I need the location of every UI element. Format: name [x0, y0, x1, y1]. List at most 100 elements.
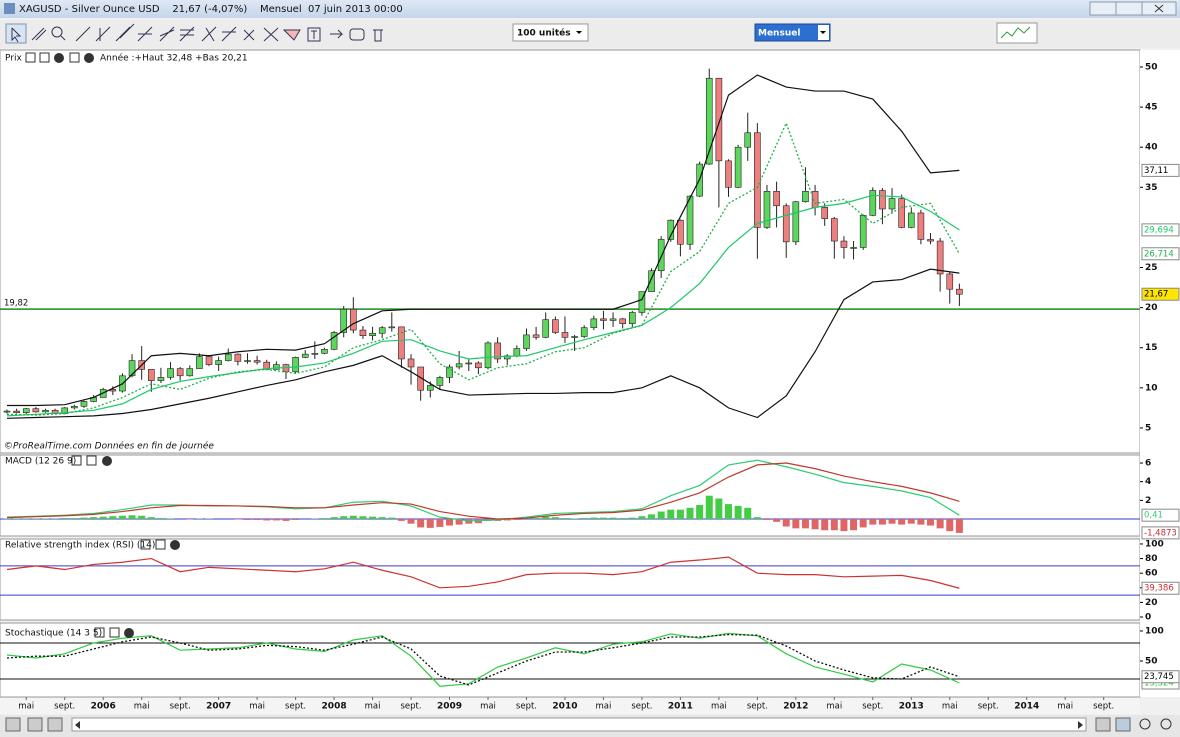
histogram-bar: [138, 515, 146, 520]
zoom-out[interactable]: [1139, 718, 1151, 730]
candle-body: [301, 353, 309, 358]
zoom-in[interactable]: [1160, 718, 1172, 730]
pointer-icon: [11, 27, 22, 43]
print-button[interactable]: [27, 717, 43, 732]
panel-annotation: Année :+Haut 32,48 +Bas 20,21: [100, 53, 248, 64]
histogram-bar: [869, 519, 877, 525]
tool-arrow[interactable]: [330, 29, 344, 39]
tool-line[interactable]: [75, 26, 91, 42]
y-tick-label: 100: [1145, 539, 1164, 549]
nav-button[interactable]: [5, 717, 21, 732]
histogram-bar: [580, 518, 588, 520]
window-icon[interactable]: [39, 52, 50, 63]
candle-body: [311, 353, 319, 355]
dropdown-arrow: [820, 31, 826, 34]
close-icon[interactable]: [102, 456, 112, 466]
tool-channel[interactable]: [115, 23, 135, 42]
tool-zoom[interactable]: [51, 26, 63, 38]
histogram-bar: [532, 518, 540, 520]
tool-gann[interactable]: [221, 26, 237, 42]
candle-body: [176, 368, 184, 377]
tool-rect[interactable]: [349, 28, 365, 41]
histogram-bar: [244, 519, 251, 520]
candle-body: [186, 368, 194, 377]
histogram-bar: [90, 517, 98, 520]
candle-body: [196, 356, 203, 369]
histogram-bar: [503, 519, 511, 521]
histogram-bar: [282, 519, 290, 521]
x-tick-label: 2013: [899, 702, 924, 712]
candle-body: [128, 360, 136, 377]
histogram-bar: [157, 518, 165, 520]
candle-body: [754, 132, 761, 228]
panel-title: Prix: [5, 54, 22, 64]
window-icon[interactable]: [155, 539, 166, 550]
zoom-button[interactable]: [1115, 717, 1131, 732]
units-dropdown[interactable]: [512, 23, 589, 42]
settings-icon[interactable]: [25, 52, 36, 63]
histogram-bar: [446, 519, 454, 526]
scrollbar[interactable]: [71, 717, 1087, 732]
candle-body: [600, 318, 607, 321]
histogram-bar: [292, 519, 300, 520]
tool-andrews[interactable]: [201, 26, 217, 42]
tool-text[interactable]: [307, 27, 321, 42]
candle-body: [850, 247, 857, 249]
close-icon[interactable]: [84, 53, 94, 63]
maximize-button[interactable]: [1115, 1, 1143, 16]
y-tick-label: 0: [1145, 613, 1151, 623]
value-box: [1141, 247, 1180, 261]
x-tick-label: 2007: [206, 702, 231, 712]
candle-body: [792, 201, 800, 243]
tool-fan[interactable]: [137, 26, 153, 42]
tool-retracement[interactable]: [179, 26, 195, 42]
settings-icon[interactable]: [71, 455, 82, 466]
close-icon[interactable]: [170, 540, 180, 550]
value-label: 39,386: [1144, 584, 1174, 594]
candle-body: [455, 363, 463, 368]
window-icon[interactable]: [109, 627, 120, 638]
tool-icons: [5, 23, 383, 44]
candle-body: [609, 318, 617, 321]
histogram-bar: [686, 507, 694, 520]
histogram-bar: [253, 519, 261, 520]
tool-trash[interactable]: [373, 29, 383, 42]
candle-body: [330, 332, 338, 350]
zoom-button[interactable]: [1095, 717, 1111, 732]
x-tick-label: mai: [1057, 702, 1073, 712]
settings-icon[interactable]: [140, 539, 151, 550]
candle-body: [619, 318, 626, 324]
window-icon[interactable]: [69, 52, 80, 63]
candle-body: [42, 409, 49, 413]
minimize-button[interactable]: [1089, 1, 1117, 16]
panel-title: Relative strength index (RSI) (14): [5, 541, 155, 551]
period-dropdown[interactable]: [754, 23, 831, 42]
candle-body: [32, 408, 40, 413]
tool-cross[interactable]: [243, 29, 255, 41]
value-box: [1141, 287, 1180, 301]
histogram-bar: [542, 516, 550, 520]
histogram-bar: [676, 509, 684, 520]
candle-body: [879, 190, 886, 210]
window-icon[interactable]: [86, 455, 97, 466]
settings-icon[interactable]: [94, 627, 105, 638]
histogram-bar: [792, 519, 800, 529]
tool-scissors[interactable]: [263, 27, 279, 42]
candle-body: [705, 77, 713, 165]
candle-body: [628, 312, 636, 324]
close-icon[interactable]: [54, 53, 64, 63]
tool-ruler[interactable]: [31, 27, 47, 41]
tool-triangle[interactable]: [282, 29, 301, 41]
histogram-bar: [70, 518, 78, 520]
tool-pointer[interactable]: [5, 23, 27, 44]
histogram-bar: [628, 517, 636, 520]
candle-body: [898, 198, 905, 228]
candle-body: [224, 353, 232, 361]
cursor-button[interactable]: [47, 717, 63, 732]
value-label: 0,41: [1144, 511, 1163, 521]
indicator-line: [6, 194, 960, 417]
tool-fibo[interactable]: [159, 26, 175, 42]
tool-line2[interactable]: [95, 26, 111, 42]
chart-style-button[interactable]: [996, 22, 1038, 44]
close-icon[interactable]: [124, 628, 134, 638]
